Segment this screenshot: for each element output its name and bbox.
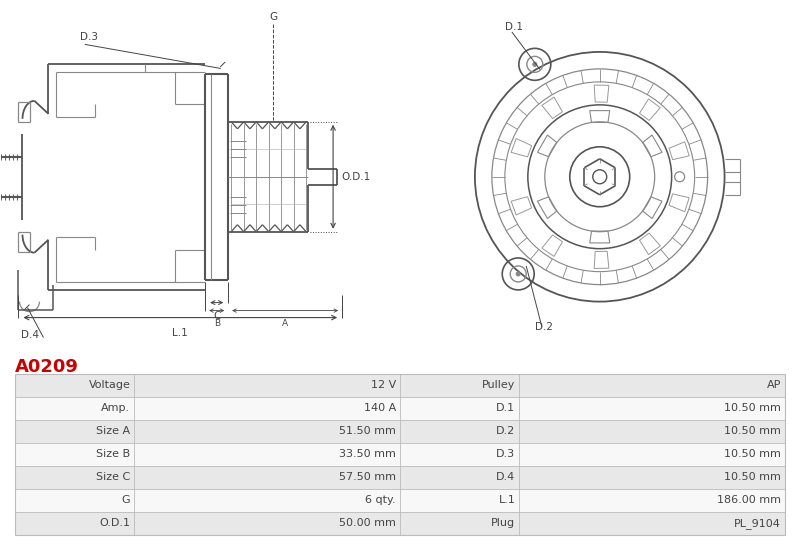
Bar bbox=[400, 489, 785, 512]
Text: 10.50 mm: 10.50 mm bbox=[724, 426, 781, 436]
Text: Pulley: Pulley bbox=[482, 380, 515, 390]
Text: O.D.1: O.D.1 bbox=[99, 518, 130, 528]
Text: 57.50 mm: 57.50 mm bbox=[339, 472, 396, 482]
Bar bbox=[400, 442, 785, 466]
Text: 140 A: 140 A bbox=[364, 403, 396, 413]
Text: D.4: D.4 bbox=[496, 472, 515, 482]
Text: Voltage: Voltage bbox=[89, 380, 130, 390]
Text: Plug: Plug bbox=[491, 518, 515, 528]
Text: G: G bbox=[269, 12, 278, 22]
Bar bbox=[15, 489, 400, 512]
Bar bbox=[15, 442, 400, 466]
Text: 186.00 mm: 186.00 mm bbox=[717, 496, 781, 506]
Text: A: A bbox=[282, 319, 288, 328]
Text: AP: AP bbox=[766, 380, 781, 390]
Text: L.1: L.1 bbox=[173, 328, 188, 338]
Circle shape bbox=[533, 62, 537, 66]
Text: 33.50 mm: 33.50 mm bbox=[339, 449, 396, 459]
Text: B: B bbox=[214, 319, 220, 328]
Text: D.1: D.1 bbox=[505, 22, 523, 32]
Bar bbox=[400, 374, 785, 397]
Text: PL_9104: PL_9104 bbox=[734, 518, 781, 529]
Text: Amp.: Amp. bbox=[102, 403, 130, 413]
Bar bbox=[15, 397, 400, 420]
Bar bbox=[15, 374, 400, 397]
Text: A0209: A0209 bbox=[15, 358, 79, 376]
Bar bbox=[15, 512, 400, 535]
Text: 10.50 mm: 10.50 mm bbox=[724, 403, 781, 413]
Text: D.1: D.1 bbox=[496, 403, 515, 413]
Text: Size C: Size C bbox=[96, 472, 130, 482]
Text: D.2: D.2 bbox=[496, 426, 515, 436]
Bar bbox=[15, 466, 400, 489]
Text: C: C bbox=[213, 311, 221, 321]
Text: D.3: D.3 bbox=[496, 449, 515, 459]
Text: 10.50 mm: 10.50 mm bbox=[724, 449, 781, 459]
Text: 50.00 mm: 50.00 mm bbox=[339, 518, 396, 528]
Text: D.2: D.2 bbox=[535, 321, 553, 331]
Text: 51.50 mm: 51.50 mm bbox=[339, 426, 396, 436]
Text: 6 qty.: 6 qty. bbox=[366, 496, 396, 506]
Text: Size B: Size B bbox=[96, 449, 130, 459]
Bar bbox=[400, 420, 785, 442]
Bar bbox=[400, 466, 785, 489]
Bar bbox=[400, 512, 785, 535]
Text: 12 V: 12 V bbox=[370, 380, 396, 390]
Text: Size A: Size A bbox=[96, 426, 130, 436]
Text: D.3: D.3 bbox=[81, 32, 98, 42]
Bar bbox=[400, 397, 785, 420]
Text: 10.50 mm: 10.50 mm bbox=[724, 472, 781, 482]
Circle shape bbox=[516, 272, 520, 276]
Text: O.D.1: O.D.1 bbox=[341, 172, 370, 182]
Text: L.1: L.1 bbox=[498, 496, 515, 506]
Text: G: G bbox=[122, 496, 130, 506]
Text: D.4: D.4 bbox=[22, 330, 39, 340]
Bar bbox=[15, 420, 400, 442]
